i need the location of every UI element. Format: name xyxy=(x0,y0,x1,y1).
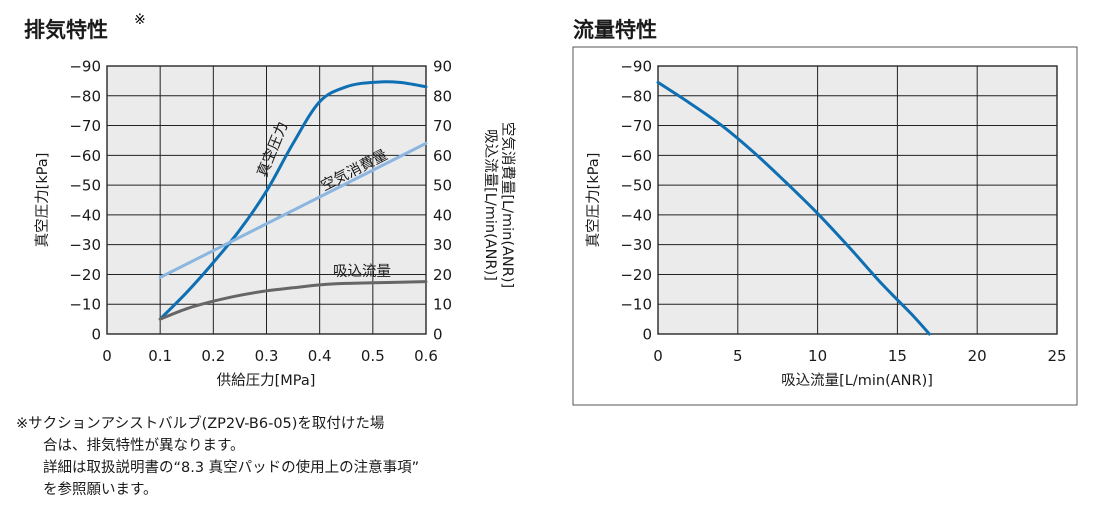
exhaust-x-tick-label: 0.1 xyxy=(148,347,172,365)
footnote-line-1: ※サクションアシストバルブ(ZP2V-B6-05)を取付けた場 xyxy=(16,416,385,432)
flow-y-tick-label: −70 xyxy=(620,117,652,135)
exhaust-y-tick-label-right: 50 xyxy=(433,177,452,195)
exhaust-y-tick-label-left: −40 xyxy=(69,206,101,224)
exhaust-y-tick-label-left: −30 xyxy=(69,236,101,254)
exhaust-y-tick-label-left: −10 xyxy=(69,296,101,314)
footnote-line-2: 合は、排気特性が異なります。 xyxy=(43,438,245,454)
flow-y-tick-label: −20 xyxy=(620,266,652,284)
flow-y-tick-label: 0 xyxy=(642,326,652,344)
flow-x-tick-label: 20 xyxy=(968,347,987,365)
exhaust-y-ticks-left: 0 −10 −20 −30 −40 −50 −60 −70 −80 −90 xyxy=(69,58,101,344)
exhaust-y-tick-label-right: 0 xyxy=(433,326,443,344)
flow-y-ticks: 0 −10 −20 −30 −40 −50 −60 −70 −80 −90 xyxy=(620,58,652,344)
exhaust-y-tick-label-right: 70 xyxy=(433,117,452,135)
exhaust-grid xyxy=(107,66,426,334)
flow-y-tick-label: −80 xyxy=(620,87,652,105)
flow-chart-title: 流量特性 xyxy=(573,18,657,42)
exhaust-chart-title-mark: ※ xyxy=(134,12,146,28)
exhaust-y-tick-label-left: −20 xyxy=(69,266,101,284)
exhaust-x-tick-label: 0 xyxy=(102,347,112,365)
flow-y-tick-label: −50 xyxy=(620,177,652,195)
footnote-line-3: 詳細は取扱説明書の“8.3 真空パッドの使用上の注意事項” xyxy=(43,460,420,476)
exhaust-chart-title: 排気特性 xyxy=(24,18,108,42)
flow-y-tick-label: −90 xyxy=(620,58,652,76)
exhaust-y-tick-label-right: 30 xyxy=(433,236,452,254)
exhaust-x-tick-label: 0.5 xyxy=(361,347,385,365)
exhaust-x-tick-label: 0.2 xyxy=(201,347,225,365)
exhaust-plot-border xyxy=(106,65,427,335)
flow-x-axis-label: 吸込流量[L/min(ANR)] xyxy=(781,372,933,389)
flow-characteristic-curve xyxy=(656,80,931,336)
flow-y-tick-label: −40 xyxy=(620,206,652,224)
footnote: ※サクションアシストバルブ(ZP2V-B6-05)を取付けた場 合は、排気特性が… xyxy=(16,413,419,501)
flow-chart-panel xyxy=(572,46,1078,406)
flow-y-tick-label: −30 xyxy=(620,236,652,254)
exhaust-y-tick-label-left: −70 xyxy=(69,117,101,135)
suction-flow-curve xyxy=(158,280,428,321)
flow-grid xyxy=(658,66,1057,334)
exhaust-y-axis-label-right-consumption: 空気消費量[L/min(ANR)] xyxy=(499,122,516,288)
flow-x-tick-label: 5 xyxy=(733,347,743,365)
exhaust-y-tick-label-right: 80 xyxy=(433,87,452,105)
exhaust-y-tick-label-left: −90 xyxy=(69,58,101,76)
exhaust-y-ticks-right: 0 10 20 30 40 50 60 70 80 90 xyxy=(433,58,452,344)
exhaust-x-tick-label: 0.4 xyxy=(308,347,332,365)
exhaust-y-tick-label-right: 90 xyxy=(433,58,452,76)
flow-plot-area xyxy=(657,65,1058,335)
exhaust-y-tick-label-right: 20 xyxy=(433,266,452,284)
exhaust-x-tick-label: 0.6 xyxy=(414,347,438,365)
flow-x-tick-label: 15 xyxy=(888,347,907,365)
flow-y-tick-label: −10 xyxy=(620,296,652,314)
flow-x-tick-label: 10 xyxy=(808,347,827,365)
exhaust-y-tick-label-left: −50 xyxy=(69,177,101,195)
air-consumption-line xyxy=(158,141,428,279)
vacuum-pressure-curve xyxy=(158,80,428,321)
flow-chart: 流量特性 0 5 10 15 20 25 0 −10 −20 −30 −40 −50 −60 −70 −8… xyxy=(572,18,1078,406)
footnote-line-4: を参照願います。 xyxy=(43,482,158,498)
flow-x-ticks: 0 5 10 15 20 25 xyxy=(653,347,1066,365)
exhaust-series xyxy=(158,80,428,321)
flow-y-axis-label: 真空圧力[kPa] xyxy=(584,153,602,248)
flow-x-tick-label: 0 xyxy=(653,347,663,365)
exhaust-y-tick-label-left: 0 xyxy=(91,326,101,344)
exhaust-y-tick-label-right: 10 xyxy=(433,296,452,314)
exhaust-chart: 排気特性 ※ 0 0.1 0.2 0.3 0.4 0.5 0.6 0 −10 −20 −30 −40… xyxy=(24,12,516,389)
exhaust-y-tick-label-right: 60 xyxy=(433,147,452,165)
exhaust-x-ticks: 0 0.1 0.2 0.3 0.4 0.5 0.6 xyxy=(102,347,438,365)
flow-y-tick-label: −60 xyxy=(620,147,652,165)
flow-plot-border xyxy=(657,65,1058,335)
exhaust-x-tick-label: 0.3 xyxy=(255,347,279,365)
exhaust-x-axis-label: 供給圧力[MPa] xyxy=(217,372,316,389)
flow-x-tick-label: 25 xyxy=(1047,347,1066,365)
suction-flow-curve-label: 吸込流量 xyxy=(333,263,391,280)
exhaust-y-axis-label-left: 真空圧力[kPa] xyxy=(33,153,51,248)
exhaust-y-tick-label-right: 40 xyxy=(433,206,452,224)
flow-series xyxy=(656,80,931,336)
exhaust-y-tick-label-left: −80 xyxy=(69,87,101,105)
exhaust-y-axis-label-right-suction: 吸込流量[L/min(ANR)] xyxy=(482,129,499,281)
exhaust-y-tick-label-left: −60 xyxy=(69,147,101,165)
